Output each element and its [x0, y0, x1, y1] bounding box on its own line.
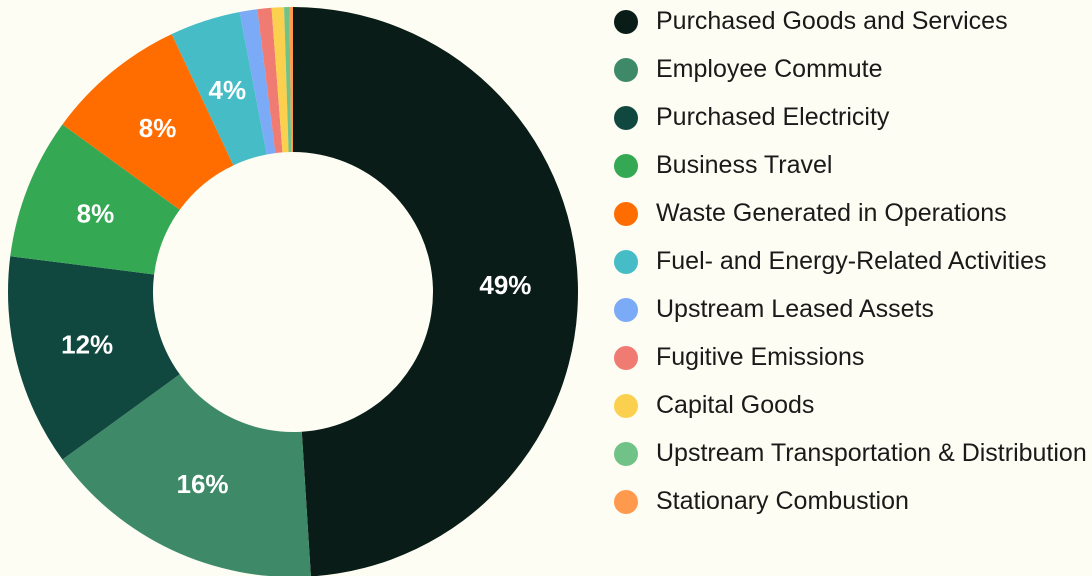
legend-item: Fugitive Emissions: [614, 343, 1090, 372]
legend-swatch: [614, 394, 638, 418]
slice: [289, 7, 293, 153]
legend-item: Employee Commute: [614, 55, 1090, 84]
legend-label: Employee Commute: [656, 55, 883, 83]
legend-swatch: [614, 298, 638, 322]
legend-label: Upstream Transportation & Distribution: [656, 439, 1087, 467]
slice: [293, 7, 578, 576]
slice: [271, 7, 289, 153]
slice: [257, 7, 283, 154]
slice: [284, 7, 292, 153]
legend-item: Purchased Goods and Services: [614, 7, 1090, 36]
legend-item: Business Travel: [614, 151, 1090, 180]
legend-item: Purchased Electricity: [614, 103, 1090, 132]
legend-label: Waste Generated in Operations: [656, 199, 1007, 227]
slice-label: 4%: [209, 75, 247, 105]
legend-label: Upstream Leased Assets: [656, 295, 934, 323]
legend-item: Upstream Leased Assets: [614, 295, 1090, 324]
legend-item: Fuel- and Energy-Related Activities: [614, 247, 1090, 276]
legend-item: Upstream Transportation & Distribution: [614, 439, 1090, 468]
legend-swatch: [614, 250, 638, 274]
legend: Purchased Goods and Services Employee Com…: [614, 7, 1090, 535]
legend-label: Capital Goods: [656, 391, 815, 419]
legend-label: Business Travel: [656, 151, 833, 179]
legend-swatch: [614, 154, 638, 178]
legend-swatch: [614, 106, 638, 130]
legend-label: Purchased Goods and Services: [656, 7, 1008, 35]
slice: [62, 374, 311, 576]
legend-swatch: [614, 202, 638, 226]
legend-swatch: [614, 490, 638, 514]
legend-swatch: [614, 58, 638, 82]
slice-label: 16%: [176, 469, 228, 499]
slice: [10, 124, 180, 275]
slice-label: 8%: [77, 199, 115, 229]
legend-swatch: [614, 346, 638, 370]
legend-swatch: [614, 10, 638, 34]
legend-item: Waste Generated in Operations: [614, 199, 1090, 228]
legend-swatch: [614, 442, 638, 466]
chart: 49% 16% 12% 8% 8% 4%: [8, 7, 578, 576]
slice: [62, 34, 234, 210]
slice: [171, 12, 267, 166]
slice: [239, 9, 276, 155]
legend-label: Fuel- and Energy-Related Activities: [656, 247, 1047, 275]
slice: [8, 256, 180, 460]
legend-item: Stationary Combustion: [614, 487, 1090, 516]
slice-label: 12%: [61, 330, 113, 360]
slice-label: 49%: [479, 270, 531, 300]
slice-label: 8%: [139, 113, 177, 143]
legend-label: Fugitive Emissions: [656, 343, 865, 371]
legend-label: Purchased Electricity: [656, 103, 890, 131]
legend-label: Stationary Combustion: [656, 487, 909, 515]
legend-item: Capital Goods: [614, 391, 1090, 420]
